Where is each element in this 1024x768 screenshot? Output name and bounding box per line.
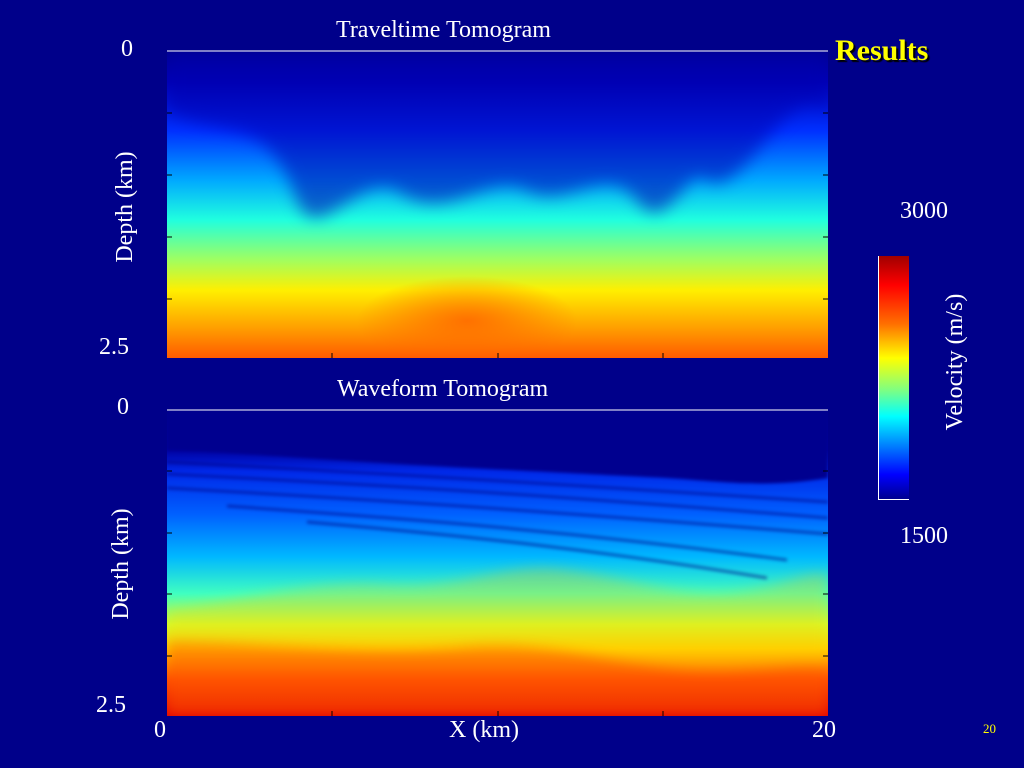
traveltime-ytick-top: 0	[121, 36, 133, 62]
traveltime-ytick-bottom: 2.5	[99, 334, 129, 360]
waveform-title: Waveform Tomogram	[337, 376, 549, 402]
traveltime-frame	[167, 50, 828, 358]
colorbar-max-label: 3000	[900, 198, 948, 224]
waveform-frame	[167, 409, 828, 716]
waveform-ytick-top: 0	[117, 394, 129, 420]
traveltime-title: Traveltime Tomogram	[336, 17, 551, 43]
slide-title: Results	[835, 34, 929, 67]
colorbar	[878, 256, 909, 500]
waveform-ytick-bottom: 2.5	[96, 692, 126, 718]
page-number: 20	[983, 721, 996, 736]
traveltime-heatmap	[167, 51, 828, 358]
waveform-xlabel: X (km)	[449, 717, 519, 743]
waveform-plot	[167, 410, 828, 716]
waveform-xtick-left: 0	[154, 717, 166, 743]
waveform-xtick-right: 20	[812, 717, 836, 743]
traveltime-plot	[167, 51, 828, 358]
waveform-ylabel: Depth (km)	[108, 508, 134, 620]
traveltime-ylabel: Depth (km)	[112, 151, 138, 263]
colorbar-min-label: 1500	[900, 523, 948, 549]
colorbar-label: Velocity (m/s)	[942, 293, 968, 431]
waveform-heatmap	[167, 410, 828, 716]
